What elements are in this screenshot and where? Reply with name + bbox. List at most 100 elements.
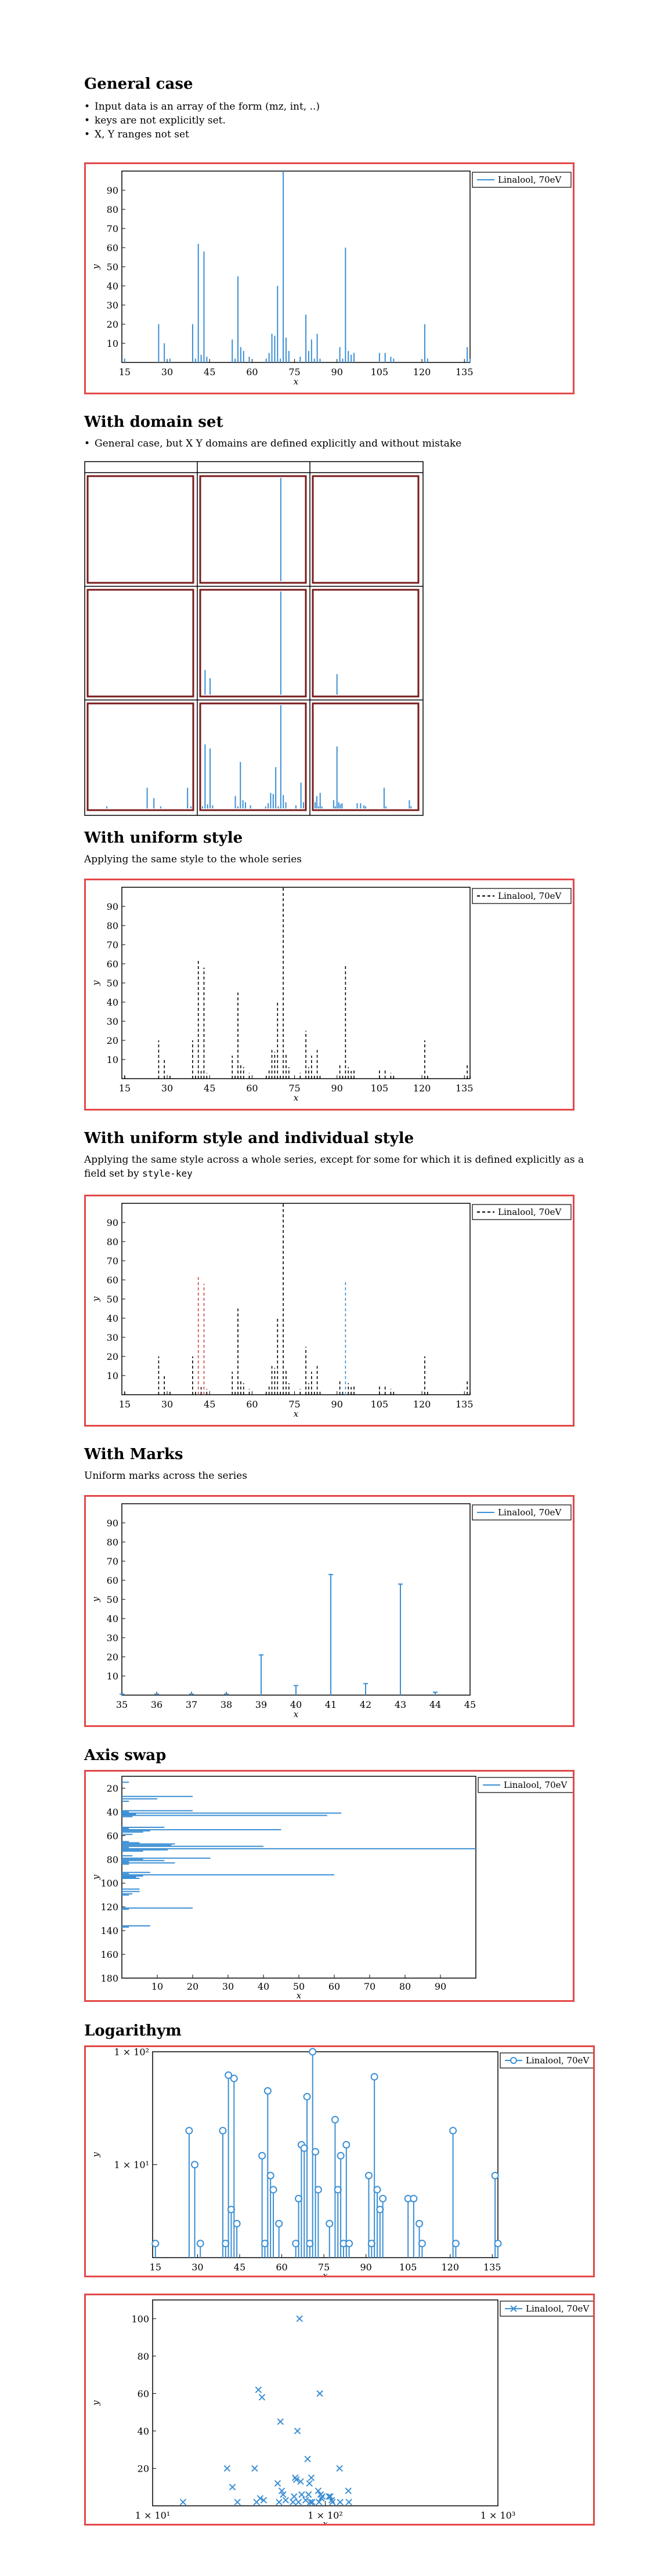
tick-label: 50	[107, 1294, 118, 1305]
tick-label: 30	[161, 367, 173, 378]
legend-label: Linalool, 70eV	[498, 891, 562, 901]
tick-label: 40	[290, 1699, 302, 1710]
marker	[151, 2240, 160, 2248]
marker	[329, 2498, 336, 2506]
marker	[292, 2476, 300, 2483]
tick-label: 60	[138, 2388, 149, 2399]
marker	[345, 2498, 352, 2506]
tick-label: 70	[107, 223, 118, 234]
tick-label: 40	[107, 1313, 118, 1324]
section-title: Axis swap	[84, 1747, 167, 1764]
tick-label: 80	[138, 2351, 149, 2362]
chart-frame: 35 36 37 38 39 40 41 42 43 44 45 10 20 30 40 50 60 70 80 90…	[84, 1495, 575, 1727]
legend-label: Linalool, 70eV	[498, 175, 562, 185]
marker	[276, 2498, 283, 2506]
tick-label: 20	[187, 1981, 198, 1992]
marker	[258, 2151, 266, 2160]
marker	[316, 2390, 323, 2397]
bullet-item: General case, but X Y domains are define…	[84, 437, 595, 451]
marker	[305, 2491, 312, 2498]
marker	[370, 2073, 378, 2081]
marker	[451, 2240, 460, 2248]
y-axis-label: y	[91, 980, 101, 986]
y-axis-label: y	[91, 1296, 101, 1302]
tick-label: 20	[107, 1783, 118, 1794]
tick-label: 40	[138, 2426, 149, 2437]
tick-label: 120	[413, 1399, 431, 1410]
chart-frame: 15 30 45 60 75 90 105 120 135 10 20 30 40 50 60 70 80 90 x…	[84, 162, 575, 394]
x-axis-label: x	[294, 376, 299, 387]
tick-label: 20	[107, 1652, 118, 1663]
marker	[185, 2127, 193, 2135]
x-axis-label: x	[323, 2519, 328, 2524]
marker	[295, 2498, 302, 2506]
section-title: With Marks	[84, 1446, 183, 1463]
tick-label: 75	[288, 367, 300, 378]
y-axis-label: y	[91, 2400, 101, 2406]
tick-label: 160	[100, 1949, 118, 1960]
subplot-frame	[312, 589, 420, 698]
marker	[418, 2240, 426, 2248]
marker	[263, 2087, 272, 2095]
marker	[337, 2498, 344, 2506]
tick-label: 70	[107, 939, 118, 950]
tick-label: 15	[119, 1399, 131, 1410]
bullet-item: Input data is an array of the form (mz, …	[84, 100, 595, 114]
subplot-frame	[312, 475, 420, 584]
chart-log1: 15 30 45 60 75 90 105 120 135 1 × 10¹ 1 × 10² x y Lin…	[91, 2047, 611, 2281]
tick-label: 75	[318, 2262, 330, 2273]
tick-label: 10	[107, 1370, 118, 1381]
tick-label: 60	[107, 1575, 118, 1586]
chart-frame: 15 30 45 60 75 90 105 120 135 10 20 30 40 50 60 70 80 90 x…	[84, 1195, 575, 1427]
tick-label: 43	[395, 1699, 406, 1710]
tick-label: 30	[107, 1016, 118, 1027]
subplot-frame	[86, 589, 194, 698]
tick-label: 39	[255, 1699, 267, 1710]
marker	[251, 2465, 258, 2472]
tick-label: 120	[413, 1083, 431, 1094]
tick-label: 135	[456, 1399, 474, 1410]
tick-label: 45	[204, 1083, 215, 1094]
tick-label: 75	[288, 1083, 300, 1094]
marker	[331, 2116, 339, 2124]
tick-label: 20	[107, 1035, 118, 1046]
tick-label: 37	[186, 1699, 197, 1710]
tick-label: 30	[192, 2262, 203, 2273]
marker	[278, 2487, 286, 2494]
tick-label: 30	[107, 300, 118, 311]
tick-label: 30	[107, 1632, 118, 1643]
tick-label: 135	[456, 367, 474, 378]
y-axis-label: y	[91, 264, 101, 270]
tick-label: 100	[100, 1878, 118, 1889]
chart-log2: 1 × 10¹ 1 × 10² 1 × 10³ 20 40 60 80 100 x y Linalo…	[91, 2299, 611, 2529]
marker	[416, 2219, 424, 2227]
tick-label: 42	[360, 1699, 371, 1710]
legend-label: Linalool, 70eV	[498, 1507, 562, 1518]
marker	[234, 2498, 241, 2506]
marker	[191, 2161, 199, 2169]
tick-label: 80	[107, 1854, 118, 1865]
tick-label: 90	[107, 185, 118, 196]
marker	[294, 2428, 301, 2434]
tick-label: 80	[107, 920, 118, 931]
legend-box	[472, 888, 572, 904]
tick-label: 50	[107, 262, 118, 273]
legend-label: Linalool, 70eV	[526, 2303, 590, 2314]
tick-label: 80	[107, 204, 118, 215]
bullet-list: General case, but X Y domains are define…	[84, 437, 595, 451]
marker	[326, 2493, 333, 2500]
tick-label: 90	[331, 367, 343, 378]
marker	[327, 2493, 334, 2500]
tick-label: 120	[441, 2262, 459, 2273]
tick-label: 60	[246, 367, 258, 378]
plot-area	[121, 1203, 471, 1395]
tick-label: 10	[107, 338, 118, 349]
tick-label: 10	[151, 1981, 163, 1992]
subplot-frame	[199, 475, 307, 584]
marker	[326, 2219, 334, 2227]
grid-border	[84, 461, 424, 816]
marker	[379, 2194, 387, 2203]
tick-label: 1 × 10²	[308, 2510, 343, 2521]
section-title: With domain set	[84, 413, 223, 431]
marker	[258, 2394, 266, 2401]
